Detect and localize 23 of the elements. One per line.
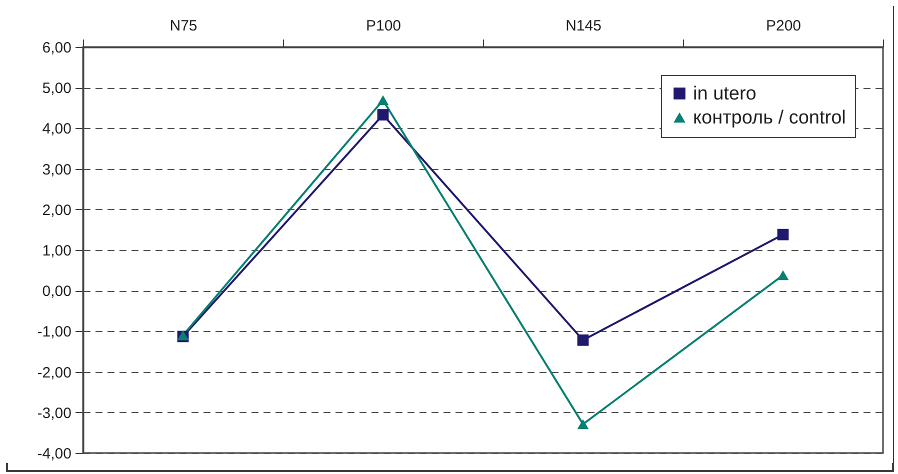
point [777, 228, 789, 240]
y-tick-label: 2,00 [42, 202, 72, 219]
y-tick-label: 5,00 [42, 80, 72, 98]
x-tick-label: N75 [170, 18, 198, 34]
point [577, 419, 589, 430]
y-tick-label: 1,00 [42, 242, 72, 260]
legend-label: in utero [693, 84, 756, 104]
y-tick-label: -2,00 [37, 364, 72, 382]
x-tick-label: P100 [366, 18, 402, 34]
y-tick-label: 6,00 [42, 40, 72, 56]
legend-label: контроль / control [693, 108, 846, 128]
point [777, 270, 789, 280]
y-tick-label: -1,00 [37, 324, 72, 341]
x-tick-label: P200 [766, 18, 802, 34]
y-tick-label: -3,00 [37, 404, 72, 422]
point [377, 109, 389, 121]
y-tick-label: 0,00 [42, 283, 72, 300]
y-tick-label: -4,00 [37, 446, 72, 462]
y-tick-label: 4,00 [42, 120, 72, 138]
x-tick-label: N145 [566, 18, 602, 34]
point [577, 334, 589, 346]
y-tick-label: 3,00 [42, 161, 72, 178]
point [377, 95, 389, 106]
